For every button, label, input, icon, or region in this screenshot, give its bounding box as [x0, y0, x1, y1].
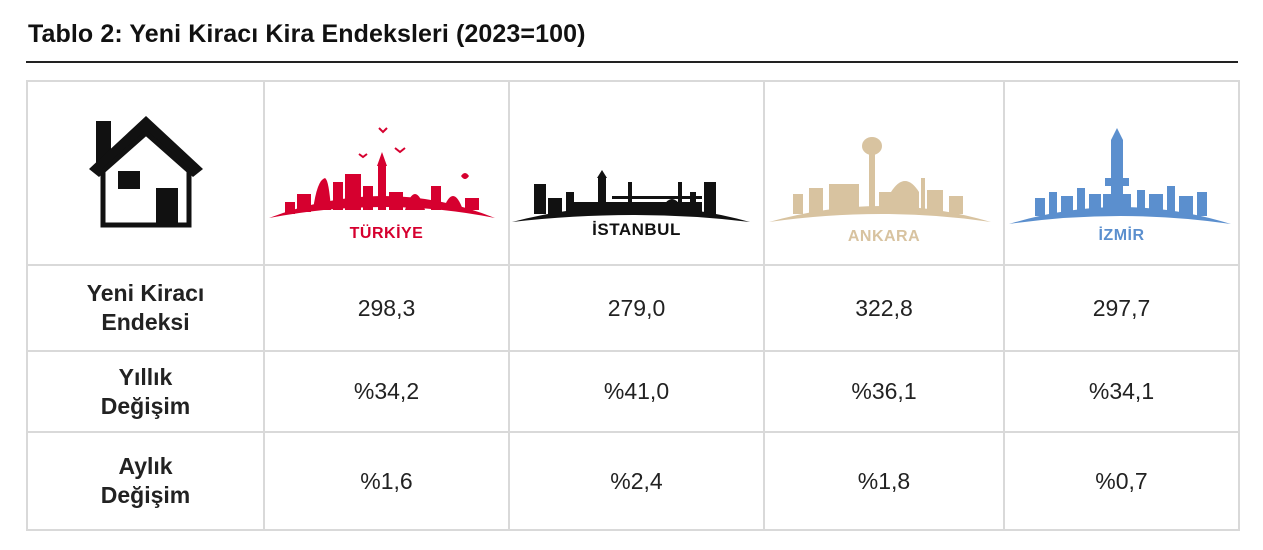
column-label-izmir: İZMİR [1098, 227, 1145, 244]
cell-value: %41,0 [508, 350, 765, 433]
table-header-row: TÜRKİYE [26, 80, 1240, 266]
row-label-line: Değişim [100, 482, 191, 508]
row-label-line: Endeksi [101, 309, 190, 335]
cell-value: %36,1 [763, 350, 1005, 433]
column-label-istanbul: İSTANBUL [592, 220, 681, 239]
row-label-line: Değişim [100, 392, 191, 419]
cell-value: %34,2 [263, 350, 510, 433]
row-label-monthly-change: Aylık Değişim [26, 431, 265, 531]
table-row: Yıllık Değişim %34,2 %41,0 %36,1 %34,1 [26, 350, 1240, 433]
skyline-istanbul-icon [512, 170, 750, 222]
skyline-ankara-icon [769, 137, 991, 222]
cell-value: %2,4 [508, 431, 765, 531]
table-row: Yeni Kiracı Endeksi 298,3 279,0 322,8 29… [26, 264, 1240, 352]
corner-cell [26, 80, 265, 266]
rent-index-table: TÜRKİYE [26, 80, 1240, 531]
row-label-line: Yıllık [118, 363, 173, 390]
row-label-annual-change: Yıllık Değişim [26, 350, 265, 433]
column-header-ankara: ANKARA [763, 80, 1005, 266]
house-icon [88, 115, 203, 227]
row-label-new-tenant-index: Yeni Kiracı Endeksi [26, 264, 265, 352]
column-header-turkiye: TÜRKİYE [263, 80, 510, 266]
column-header-izmir: İZMİR [1003, 80, 1240, 266]
cell-value: %0,7 [1003, 431, 1240, 531]
cell-value: 298,3 [263, 264, 510, 352]
row-label-line: Aylık [118, 453, 173, 479]
cell-value: %1,8 [763, 431, 1005, 531]
row-label-line: Yeni Kiracı [86, 280, 205, 306]
skyline-izmir-icon [1009, 128, 1231, 224]
cell-value: 297,7 [1003, 264, 1240, 352]
cell-value: %34,1 [1003, 350, 1240, 433]
title-underline [26, 61, 1238, 63]
cell-value: %1,6 [263, 431, 510, 531]
column-header-istanbul: İSTANBUL [508, 80, 765, 266]
column-label-turkiye: TÜRKİYE [349, 225, 424, 242]
table-title: Tablo 2: Yeni Kiracı Kira Endeksleri (20… [28, 20, 586, 48]
table-row: Aylık Değişim %1,6 %2,4 %1,8 %0,7 [26, 431, 1240, 531]
cell-value: 322,8 [763, 264, 1005, 352]
cell-value: 279,0 [508, 264, 765, 352]
skyline-turkiye-icon [269, 127, 495, 218]
column-label-ankara: ANKARA [847, 228, 921, 245]
